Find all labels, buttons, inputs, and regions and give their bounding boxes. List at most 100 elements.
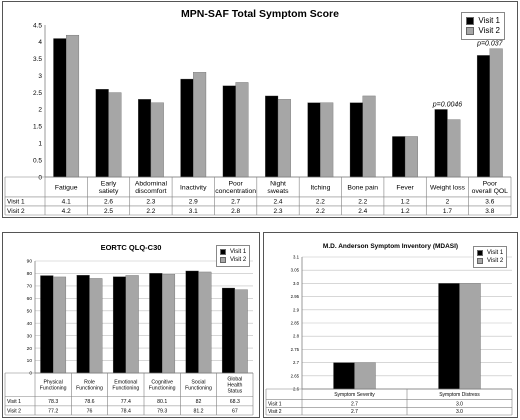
bar-visit-2-fever [404, 136, 418, 178]
legend-swatch-visit-1 [466, 17, 475, 25]
data-label-visit-1: 2.9 [189, 199, 198, 206]
data-label-visit-1: 1.2 [401, 199, 410, 206]
bar-visit-1-inactivity [180, 78, 194, 178]
data-label-visit-2: 2.7 [351, 409, 358, 415]
bar-visit-1-symptom-severity [333, 362, 355, 390]
y-tick-label: 2 [38, 107, 42, 114]
y-tick-label: 80 [27, 271, 33, 277]
data-label-visit-1: 3.0 [456, 401, 463, 407]
bar-visit-1-early-satiety [95, 89, 109, 178]
y-tick-label: 4.5 [33, 22, 42, 29]
data-label-visit-2: 2.5 [104, 208, 113, 215]
bar-visit-2-poor-concentration [235, 82, 249, 178]
data-label-visit-1: 80.1 [157, 399, 167, 405]
y-tick-label: 1.5 [33, 124, 42, 131]
y-tick-label: 2.8 [293, 334, 300, 339]
x-category-label: Global Health Status [227, 377, 242, 395]
data-label-visit-1: 68.3 [230, 399, 240, 405]
y-tick-label: 2.65 [291, 373, 300, 378]
legend-label-visit-1: Visit 1 [487, 250, 504, 256]
bar-visit-2-early-satiety [108, 92, 122, 178]
x-category-label: Abdominal discomfort [135, 180, 168, 195]
bar-visit-2-symptom-distress [459, 283, 481, 390]
x-category-label: Symptom Severity [334, 392, 375, 398]
chart-title: MPN-SAF Total Symptom Score [181, 8, 339, 20]
y-tick-label: 2.5 [33, 90, 42, 97]
x-category-label: Bone pain [347, 184, 378, 191]
legend-item-visit-2: Visit 2 [466, 27, 500, 35]
data-label-visit-2: 77.2 [48, 408, 58, 414]
bar-visit-2-symptom-severity [354, 362, 376, 390]
y-tick-label: 2.9 [293, 307, 300, 312]
mdasi-chart-panel: M.D. Anderson Symptom Inventory (MDASI) … [263, 232, 518, 418]
data-label-visit-2: 1.7 [443, 208, 452, 215]
data-label-visit-2: 3.0 [456, 409, 463, 415]
bar-visit-1-abdominal-discomfort [138, 99, 152, 178]
y-tick-label: 1 [38, 140, 42, 147]
bar-visit-1-global-health-status [221, 287, 235, 374]
data-label-visit-2: 76 [87, 408, 93, 414]
annotation-p-value: p=0.0046 [432, 101, 462, 108]
bar-visit-2-physical-functioning [53, 276, 67, 374]
bar-visit-2-itching [320, 102, 334, 178]
y-tick-label: 3.1 [293, 255, 300, 260]
x-category-label: Itching [310, 184, 330, 191]
legend-swatch-visit-1 [477, 250, 483, 256]
bar-visit-2-social-functioning [198, 271, 212, 374]
eortc-chart-panel: EORTC QLQ-C30 0 10 20 30 40 50 60 70 80 90 Physica… [2, 232, 260, 418]
table-row-label: Visit 2 [7, 408, 21, 414]
y-tick-label: 70 [27, 284, 33, 290]
x-category-label: Poor overall QOL [472, 180, 508, 195]
bar-visit-1-symptom-distress [438, 283, 460, 390]
mpn-saf-chart-panel: MPN-SAF Total Symptom Score 0 0.5 1 1.5 2 2.5… [2, 1, 518, 218]
data-label-visit-1: 78.6 [84, 399, 94, 405]
bar-visit-1-fatigue [53, 38, 67, 178]
legend-item-visit-2: Visit 2 [220, 257, 246, 263]
bar-visit-2-abdominal-discomfort [150, 102, 164, 178]
chart-title: M.D. Anderson Symptom Inventory (MDASI) [322, 243, 459, 250]
bar-visit-1-itching [307, 102, 321, 178]
y-tick-label: 0 [29, 371, 32, 377]
data-label-visit-2: 3.8 [485, 208, 494, 215]
y-tick-label: 2.95 [291, 294, 300, 299]
data-label-visit-1: 2.7 [231, 199, 240, 206]
bar-visit-2-night-sweats [277, 99, 291, 178]
chart-legend: Visit 1 Visit 2 [473, 246, 508, 268]
y-tick-label: 0 [38, 174, 42, 181]
y-tick-label: 2.7 [293, 360, 300, 365]
legend-label-visit-2: Visit 2 [230, 257, 247, 263]
bar-visit-1-fever [392, 136, 406, 178]
legend-label-visit-1: Visit 1 [478, 16, 500, 25]
y-tick-label: 3.0 [293, 281, 300, 286]
data-label-visit-1: 2.7 [351, 401, 358, 407]
table-row-label: Visit 1 [7, 199, 25, 206]
bar-visit-1-poor-overall-qol [476, 55, 490, 178]
data-label-visit-2: 2.3 [273, 208, 282, 215]
y-tick-label: 90 [27, 259, 33, 265]
x-category-label: Night sweats [267, 180, 289, 195]
y-tick-label: 3 [38, 73, 42, 80]
bar-visit-1-social-functioning [185, 270, 199, 374]
y-tick-label: 4 [38, 39, 42, 46]
data-label-visit-1: 2.3 [146, 199, 155, 206]
data-label-visit-1: 2.2 [358, 199, 367, 206]
data-label-visit-1: 2.2 [316, 199, 325, 206]
legend-item-visit-1: Visit 1 [477, 250, 503, 256]
bar-visit-1-poor-concentration [222, 85, 236, 178]
y-tick-label: 50 [27, 308, 33, 314]
y-tick-label: 0.5 [33, 157, 42, 164]
legend-item-visit-2: Visit 2 [477, 258, 503, 264]
bar-visit-2-bone-pain [362, 95, 376, 178]
x-category-label: Weight loss [430, 184, 466, 191]
mpn-saf-chart: 0 0.5 1 1.5 2 2.5 3 3.5 4 4.5 p=0.0046 p=0.037 Fatig… [4, 22, 512, 216]
x-category-label: Poor concentration [215, 180, 256, 195]
bar-visit-2-emotional-functioning [125, 275, 139, 374]
data-label-visit-2: 2.4 [358, 208, 367, 215]
table-row-label: Visit 2 [7, 208, 25, 215]
x-category-label: Social Functioning [185, 380, 212, 392]
data-label-visit-2: 79.3 [157, 408, 167, 414]
y-tick-label: 20 [27, 346, 33, 352]
x-category-label: Cognitive Functioning [149, 380, 176, 392]
bar-visit-1-night-sweats [265, 95, 279, 178]
bar-visit-1-bone-pain [349, 102, 363, 178]
